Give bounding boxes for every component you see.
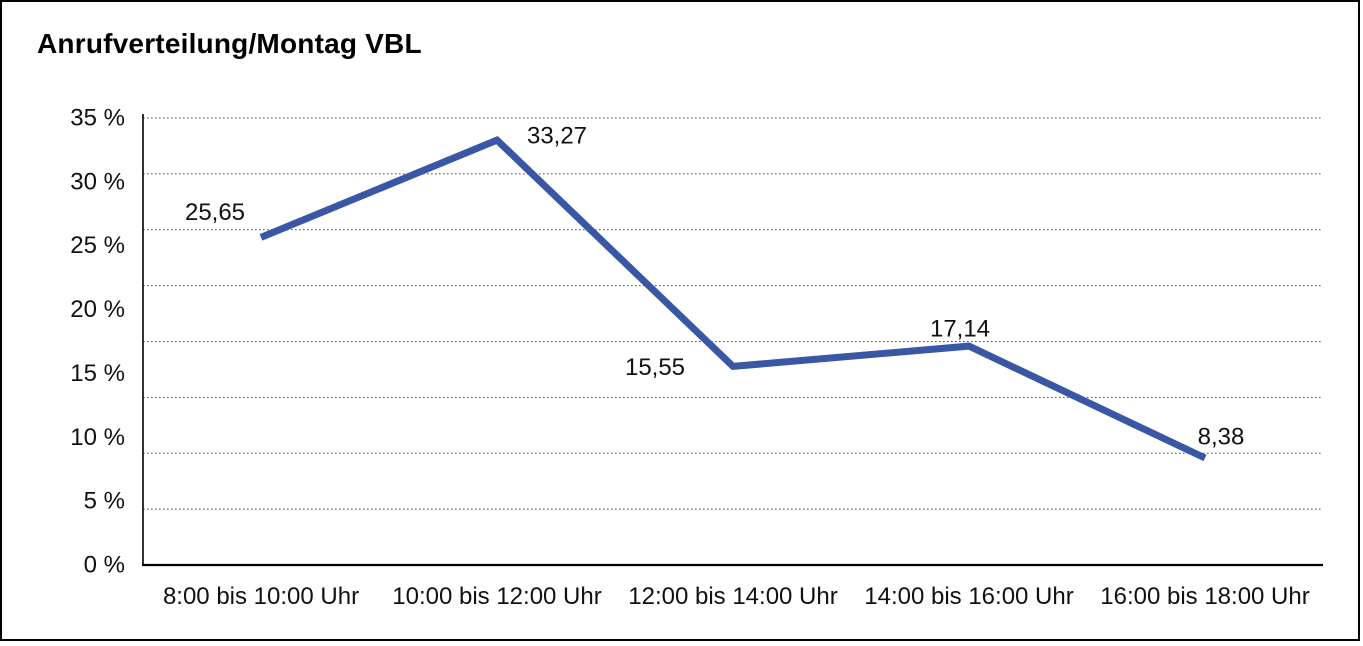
x-category-label: 16:00 bis 18:00 Uhr (1100, 583, 1309, 610)
y-tick-label: 30 % (70, 168, 125, 195)
y-tick-label: 35 % (70, 105, 125, 132)
series-line (259, 135, 1207, 462)
data-label: 33,27 (527, 123, 587, 150)
x-axis-labels-group: 8:00 bis 10:00 Uhr 10:00 bis 12:00 Uhr 12:… (163, 583, 1310, 610)
y-tick-label: 20 % (70, 296, 125, 323)
data-labels-group: 25,65 33,27 15,55 17,14 8,38 (185, 123, 1244, 451)
data-label: 25,65 (185, 199, 245, 226)
chart-title: Anrufverteilung/Montag VBL (37, 28, 422, 59)
data-label: 17,14 (930, 316, 990, 343)
data-label: 15,55 (625, 354, 685, 381)
y-tick-label: 5 % (84, 488, 125, 515)
series-group (259, 135, 1207, 462)
gridlines-group (143, 117, 1323, 510)
x-category-label: 12:00 bis 14:00 Uhr (628, 583, 837, 610)
data-label: 8,38 (1198, 423, 1245, 450)
x-category-label: 14:00 bis 16:00 Uhr (864, 583, 1073, 610)
y-axis-labels-group: 35 % 30 % 25 % 20 % 15 % 10 % 5 % 0 % (70, 105, 125, 579)
y-tick-label: 0 % (84, 552, 125, 579)
axes-group (142, 114, 1323, 567)
y-tick-label: 25 % (70, 232, 125, 259)
y-tick-label: 10 % (70, 424, 125, 451)
x-category-label: 10:00 bis 12:00 Uhr (392, 583, 601, 610)
y-tick-label: 15 % (70, 360, 125, 387)
x-category-label: 8:00 bis 10:00 Uhr (163, 583, 359, 610)
